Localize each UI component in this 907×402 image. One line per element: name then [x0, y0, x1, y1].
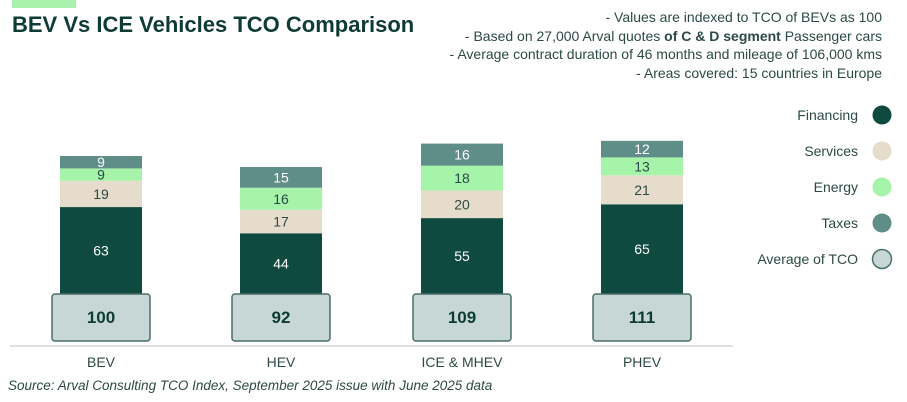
data-label-financing-phev: 65 [634, 241, 650, 257]
note-line: - Average contract duration of 46 months… [449, 46, 882, 62]
total-label-hev: 92 [272, 308, 291, 327]
x-tick-label-bev: BEV [87, 354, 116, 370]
bar-segment-financing-ice-mhev [421, 218, 503, 294]
source-note: Source: Arval Consulting TCO Index, Sept… [8, 378, 493, 393]
data-label-services-bev: 19 [93, 186, 109, 202]
bar-segment-financing-phev [601, 204, 683, 294]
data-label-services-hev: 17 [273, 214, 289, 230]
legend-swatch-financing [872, 105, 892, 125]
data-label-energy-ice-mhev: 18 [454, 170, 470, 186]
total-box-ice-mhev [412, 293, 512, 342]
bar-segment-energy-bev [60, 168, 142, 181]
bar-segment-taxes-hev [240, 167, 322, 188]
data-label-energy-phev: 13 [634, 158, 650, 174]
total-box-hev [231, 293, 331, 342]
note-line: - Areas covered: 15 countries in Europe [636, 64, 882, 81]
data-label-services-ice-mhev: 20 [454, 196, 470, 212]
bar-segment-energy-phev [601, 157, 683, 176]
chart-title: BEV Vs ICE Vehicles TCO Comparison [12, 12, 415, 37]
total-label-phev: 111 [629, 308, 656, 327]
bar-segment-services-ice-mhev [421, 190, 503, 219]
bar-segment-energy-hev [240, 187, 322, 210]
legend-label-services: Services [804, 143, 858, 159]
bar-segment-taxes-phev [601, 140, 683, 158]
data-label-services-phev: 21 [634, 182, 650, 198]
bar-segment-services-hev [240, 209, 322, 234]
legend-label-taxes: Taxes [821, 215, 858, 231]
total-label-bev: 100 [87, 308, 115, 327]
total-box-bev [51, 293, 151, 342]
data-label-taxes-phev: 12 [634, 141, 650, 157]
legend-label-average-of-tco: Average of TCO [757, 251, 858, 267]
bar-segment-taxes-ice-mhev [421, 143, 503, 166]
note-line: - Values are indexed to TCO of BEVs as 1… [605, 9, 882, 25]
legend-swatch-services [872, 141, 892, 161]
note-line: - Based on 27,000 Arval quotes of C & D … [464, 27, 882, 44]
total-box-phev [592, 293, 692, 342]
x-tick-label-phev: PHEV [623, 354, 662, 370]
legend-swatch-taxes [872, 213, 892, 233]
total-label-ice-mhev: 109 [448, 308, 476, 327]
legend-swatch-energy [872, 177, 892, 197]
bar-segment-services-bev [60, 180, 142, 208]
bar-segment-services-phev [601, 175, 683, 205]
accent-bar [12, 0, 76, 8]
legend-label-energy: Energy [814, 179, 858, 195]
data-label-taxes-bev: 9 [97, 154, 105, 170]
data-label-financing-hev: 44 [273, 256, 289, 272]
data-label-energy-bev: 9 [97, 167, 105, 183]
notes: - Values are indexed to TCO of BEVs as 1… [362, 8, 882, 82]
bar-segment-taxes-bev [60, 156, 142, 169]
data-label-financing-ice-mhev: 55 [454, 248, 470, 264]
x-tick-label-hev: HEV [267, 354, 296, 370]
data-label-taxes-hev: 15 [273, 169, 289, 185]
data-label-taxes-ice-mhev: 16 [454, 147, 470, 163]
bar-segment-financing-hev [240, 233, 322, 294]
bar-segment-energy-ice-mhev [421, 165, 503, 191]
bar-segment-financing-bev [60, 207, 142, 294]
legend-swatch-average-of-tco [871, 248, 893, 270]
x-tick-label-ice-mhev: ICE & MHEV [422, 354, 504, 370]
legend-label-financing: Financing [797, 107, 858, 123]
data-label-energy-hev: 16 [273, 191, 289, 207]
data-label-financing-bev: 63 [93, 243, 109, 259]
